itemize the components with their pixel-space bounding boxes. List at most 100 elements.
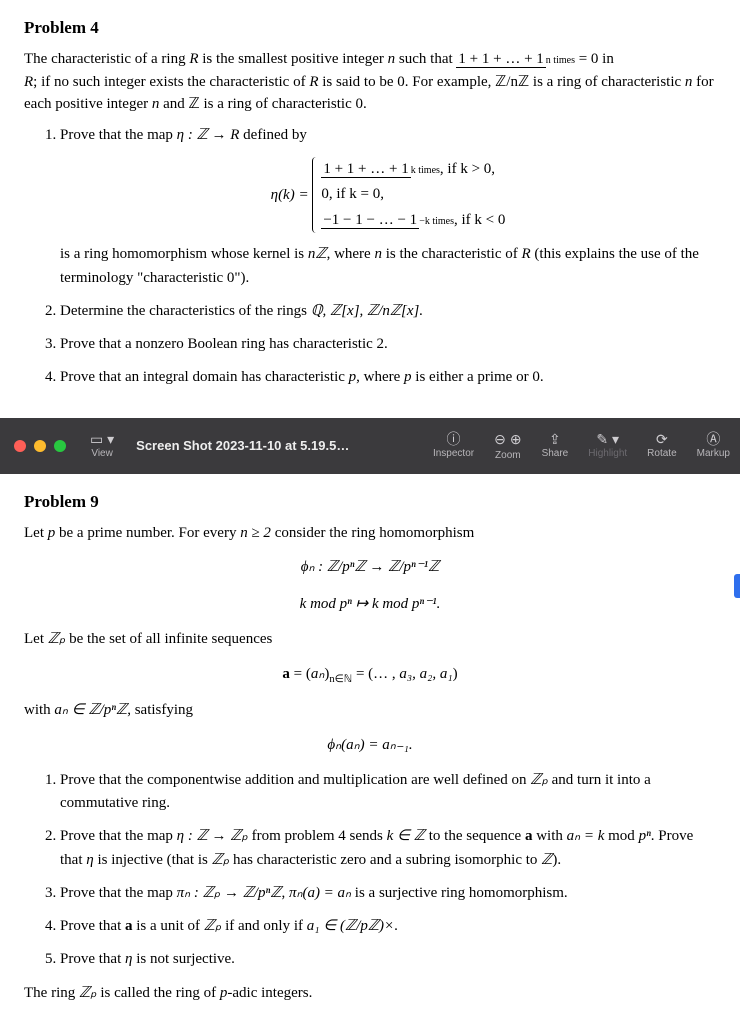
- highlight-icon: ✎ ▾: [596, 432, 619, 446]
- text: .: [394, 918, 398, 934]
- eta: η: [125, 951, 132, 967]
- text: = 0 in: [575, 51, 614, 67]
- text: if and only if: [221, 918, 306, 934]
- zp: ℤₚ: [48, 631, 66, 647]
- zp: ℤₚ: [530, 772, 548, 788]
- text: is a ring homomorphism whose kernel is: [60, 246, 308, 262]
- window-title: Screen Shot 2023-11-10 at 5.19.5…: [124, 438, 361, 453]
- text: Prove that: [60, 951, 125, 967]
- compat-eq: ϕₙ(aₙ) = aₙ₋₁.: [24, 732, 716, 759]
- eq-lhs: η(k) =: [271, 187, 313, 203]
- rotate-button[interactable]: ⟳ Rotate: [637, 432, 686, 459]
- case3-ub: −1 − 1 − … − 1−k times: [321, 208, 454, 234]
- window-controls: [0, 440, 80, 452]
- text: with: [532, 828, 566, 844]
- text: Determine the characteristics of the rin…: [60, 303, 311, 319]
- text: Let: [24, 631, 48, 647]
- bottom-region: Problem 9 Let p be a prime number. For e…: [0, 474, 740, 1030]
- markup-icon: Ⓐ: [706, 432, 720, 446]
- ub-expr: −1 − 1 − … − 1: [321, 212, 419, 229]
- zoom-in-icon[interactable]: ⊕: [510, 431, 522, 448]
- problem-4-intro: The characteristic of a ring R is the sm…: [24, 48, 716, 116]
- let-zp: Let ℤₚ be the set of all infinite sequen…: [24, 628, 716, 651]
- text: -adic integers.: [227, 985, 312, 1001]
- text: is the smallest positive integer: [199, 51, 388, 67]
- text: be a prime number. For every: [55, 525, 240, 541]
- minimize-window-button[interactable]: [34, 440, 46, 452]
- text: has characteristic zero and a subring is…: [229, 852, 541, 868]
- znz: ℤ/nℤ: [495, 74, 529, 90]
- cond: , if k < 0: [454, 212, 505, 228]
- problem-4-title: Problem 4: [24, 18, 716, 38]
- with-an: with aₙ ∈ ℤ/pⁿℤ, satisfying: [24, 699, 716, 722]
- ub-expr: 1 + 1 + … + 1: [321, 161, 410, 178]
- p9-item-2: Prove that the map η : ℤ → ℤₚ from probl…: [60, 825, 716, 872]
- underbrace-n-times: 1 + 1 + … + 1n times: [456, 48, 575, 71]
- problem-9-title: Problem 9: [24, 492, 716, 512]
- phi-rule: k mod pⁿ ↦ k mod pⁿ⁻¹.: [24, 591, 716, 618]
- p4-item-4: Prove that an integral domain has charac…: [60, 366, 716, 389]
- nz: nℤ: [308, 246, 327, 262]
- eta-map: η : ℤ → ℤₚ: [177, 828, 248, 844]
- ub-label: −k times: [419, 216, 454, 227]
- text: Let: [24, 525, 48, 541]
- p9-item-1: Prove that the componentwise addition an…: [60, 769, 716, 816]
- label: Share: [542, 448, 569, 459]
- label: Zoom: [495, 450, 521, 461]
- eta-definition: η(k) = 1 + 1 + … + 1k times, if k > 0, 0…: [60, 157, 716, 234]
- phi-map: ϕₙ : ℤ/pⁿℤ → ℤ/pⁿ⁻¹ℤ: [24, 554, 716, 581]
- problem-9-section: Problem 9 Let p be a prime number. For e…: [0, 474, 740, 1030]
- text: Prove that the map: [60, 127, 177, 143]
- problem-4-list: Prove that the map η : ℤ → R defined by …: [24, 124, 716, 390]
- unit-cond: a₁ ∈ (ℤ/pℤ)×: [307, 918, 394, 934]
- label: Highlight: [588, 448, 627, 459]
- p4-item-3: Prove that a nonzero Boolean ring has ch…: [60, 333, 716, 356]
- view-menu[interactable]: ▭ ▾ View: [80, 432, 124, 459]
- rotate-icon: ⟳: [656, 432, 668, 446]
- text: Prove that: [60, 918, 125, 934]
- p9-item-3: Prove that the map πₙ : ℤₚ → ℤ/pⁿℤ, πₙ(a…: [60, 882, 716, 905]
- text: mod: [604, 828, 638, 844]
- text: is either a prime or 0.: [412, 369, 544, 385]
- scroll-indicator: [734, 574, 740, 598]
- pn: pⁿ: [639, 828, 651, 844]
- text: to the sequence: [425, 828, 525, 844]
- text: is injective (that is: [94, 852, 212, 868]
- text: from problem 4 sends: [248, 828, 387, 844]
- bold-a: a: [125, 918, 133, 934]
- text: with: [24, 702, 54, 718]
- label: Rotate: [647, 448, 676, 459]
- closing-line: The ring ℤₚ is called the ring of p-adic…: [24, 982, 716, 1005]
- text: such that: [395, 51, 456, 67]
- cases-brace: 1 + 1 + … + 1k times, if k > 0, 0, if k …: [312, 157, 505, 234]
- text: is the characteristic of: [382, 246, 522, 262]
- close-window-button[interactable]: [14, 440, 26, 452]
- inspector-button[interactable]: ⓘ Inspector: [423, 432, 484, 459]
- sequence-def: a a = (aₙ)ₙ∈ℕ = (… , a₃, a₂, a₁)= (aₙ)n∈…: [24, 661, 716, 690]
- highlight-button[interactable]: ✎ ▾ Highlight: [578, 432, 637, 459]
- p4-item-1: Prove that the map η : ℤ → R defined by …: [60, 124, 716, 290]
- text: , satisfying: [127, 702, 193, 718]
- share-button[interactable]: ⇪ Share: [532, 432, 579, 459]
- text: is not surjective.: [132, 951, 234, 967]
- map-eta: η : ℤ → R: [177, 127, 240, 143]
- fullscreen-window-button[interactable]: [54, 440, 66, 452]
- zoom-controls[interactable]: ⊖ ⊕ Zoom: [484, 431, 531, 461]
- text: is a surjective ring homomorphism.: [351, 885, 568, 901]
- problem-9-list: Prove that the componentwise addition an…: [24, 769, 716, 972]
- markup-button[interactable]: Ⓐ Markup: [687, 432, 740, 459]
- info-icon: ⓘ: [447, 432, 461, 446]
- text: Prove that the map: [60, 885, 177, 901]
- pi-eq: πₙ(a) = aₙ: [289, 885, 351, 901]
- text: Prove that the componentwise addition an…: [60, 772, 530, 788]
- zoom-out-icon[interactable]: ⊖: [494, 431, 506, 448]
- p4-item-2: Determine the characteristics of the rin…: [60, 300, 716, 323]
- text: ,: [281, 885, 289, 901]
- case1-ub: 1 + 1 + … + 1k times: [321, 157, 440, 183]
- text: consider the ring homomorphism: [271, 525, 474, 541]
- p9-item-4: Prove that a is a unit of ℤₚ if and only…: [60, 915, 716, 938]
- z-sym: ℤ: [189, 96, 200, 112]
- rings-list: ℚ, ℤ[x], ℤ/nℤ[x].: [311, 303, 423, 319]
- view-label: View: [91, 448, 113, 459]
- text: , where: [356, 369, 404, 385]
